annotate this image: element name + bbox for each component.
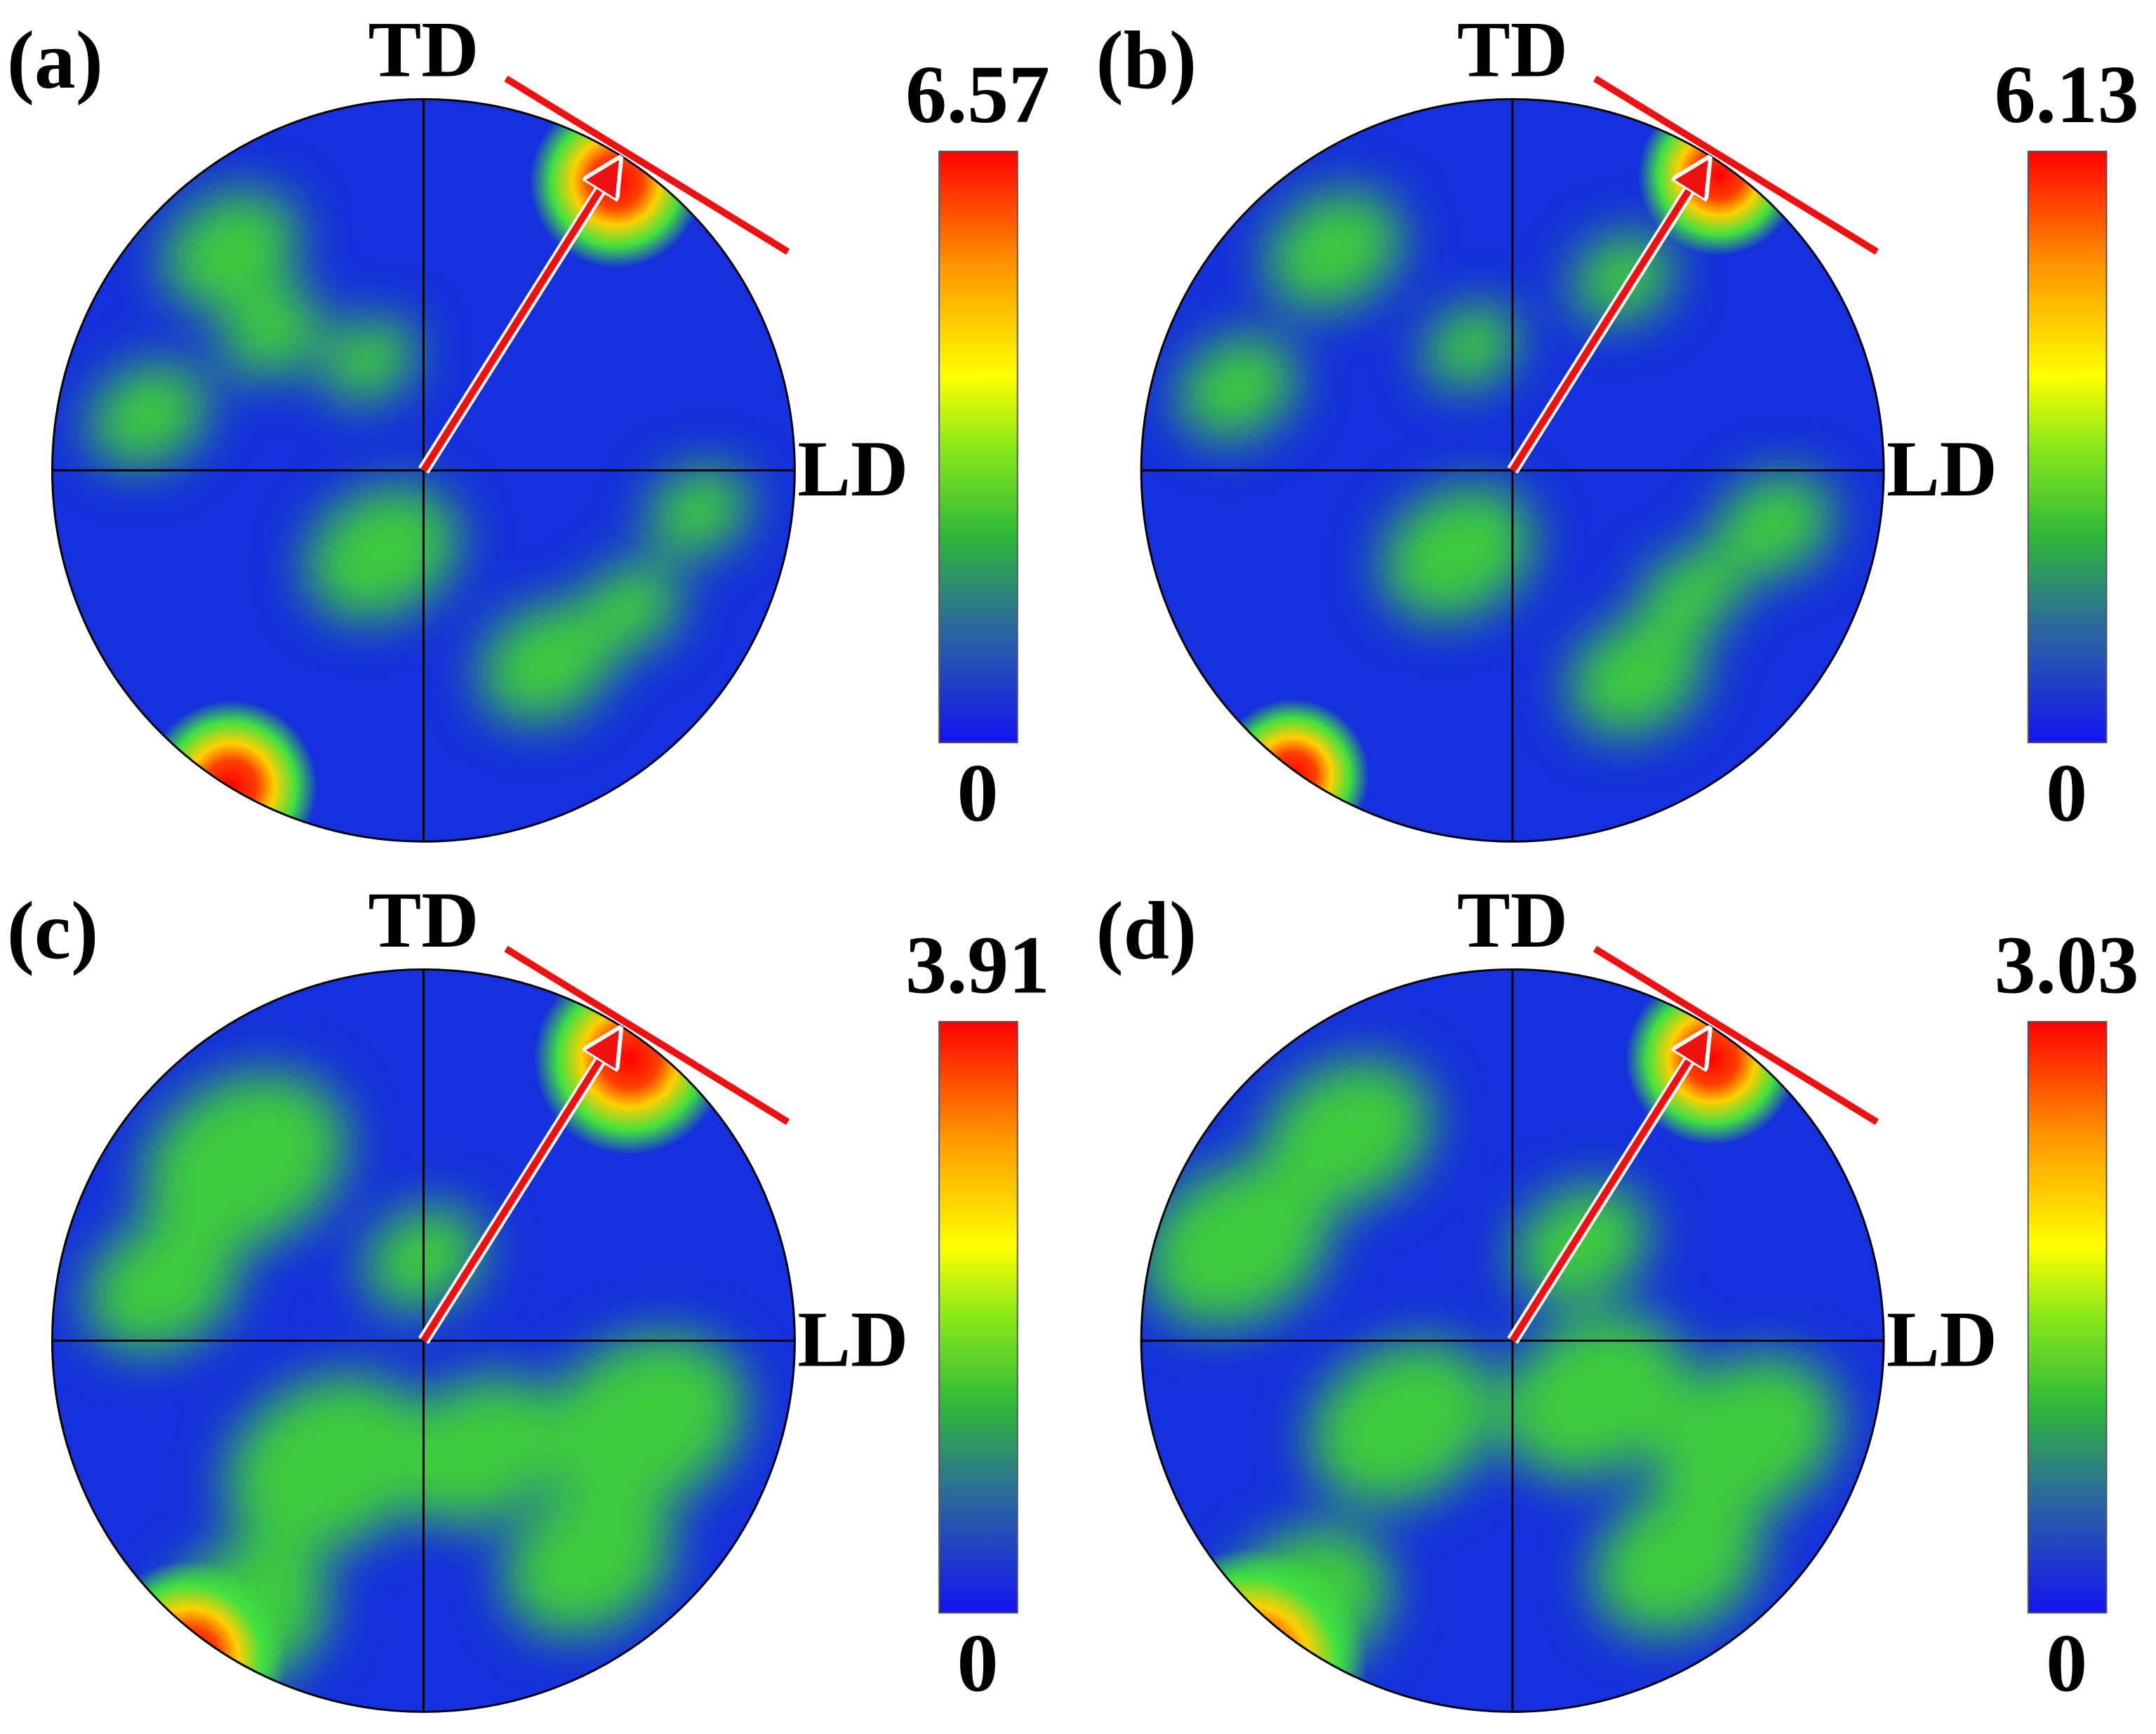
axis-label: TD (1457, 876, 1568, 964)
tangent-line (504, 945, 790, 1126)
panel-label: (d) (1096, 885, 1197, 976)
colorbar-max: 3.03 (1995, 919, 2139, 1011)
pole-figure-panel: (a) TD LD 6.57 0 (7, 6, 1050, 843)
colorbar-max: 6.57 (905, 49, 1050, 140)
axis-label: LD (797, 1295, 908, 1383)
axis-label: TD (1457, 6, 1568, 94)
panel-label: (c) (7, 885, 98, 976)
arrow (1509, 173, 1699, 472)
panel-label: (a) (7, 15, 103, 106)
pole-figure-panel: (d) TD LD 3.03 0 (1096, 876, 2139, 1713)
tangent-line (504, 75, 790, 255)
axis-label: TD (368, 876, 479, 964)
axis-label: LD (1886, 425, 1997, 513)
colorbar (2027, 1020, 2108, 1614)
colorbar (938, 1020, 1018, 1614)
tangent-line (1593, 75, 1879, 255)
tangent-line (1593, 945, 1879, 1126)
arrow (420, 1043, 610, 1343)
axis-label: TD (368, 6, 479, 94)
axis-label: LD (1886, 1295, 1997, 1383)
panel-label: (b) (1096, 15, 1197, 106)
pole-figure (1141, 969, 1884, 1712)
pole-figure-panel: (c) TD LD 3.91 0 (7, 876, 1050, 1713)
arrow (1509, 1043, 1699, 1343)
pole-figure-panel: (b) TD LD 6.13 0 (1096, 6, 2139, 843)
colorbar-min: 0 (2046, 1618, 2087, 1709)
colorbar-max: 3.91 (905, 919, 1050, 1011)
axis-label: LD (797, 425, 908, 513)
colorbar-min: 0 (2046, 747, 2087, 839)
colorbar-min: 0 (957, 1618, 999, 1709)
colorbar (2027, 150, 2108, 744)
arrow (420, 173, 610, 472)
colorbar (938, 150, 1018, 744)
colorbar-min: 0 (957, 747, 999, 839)
colorbar-max: 6.13 (1995, 49, 2139, 140)
